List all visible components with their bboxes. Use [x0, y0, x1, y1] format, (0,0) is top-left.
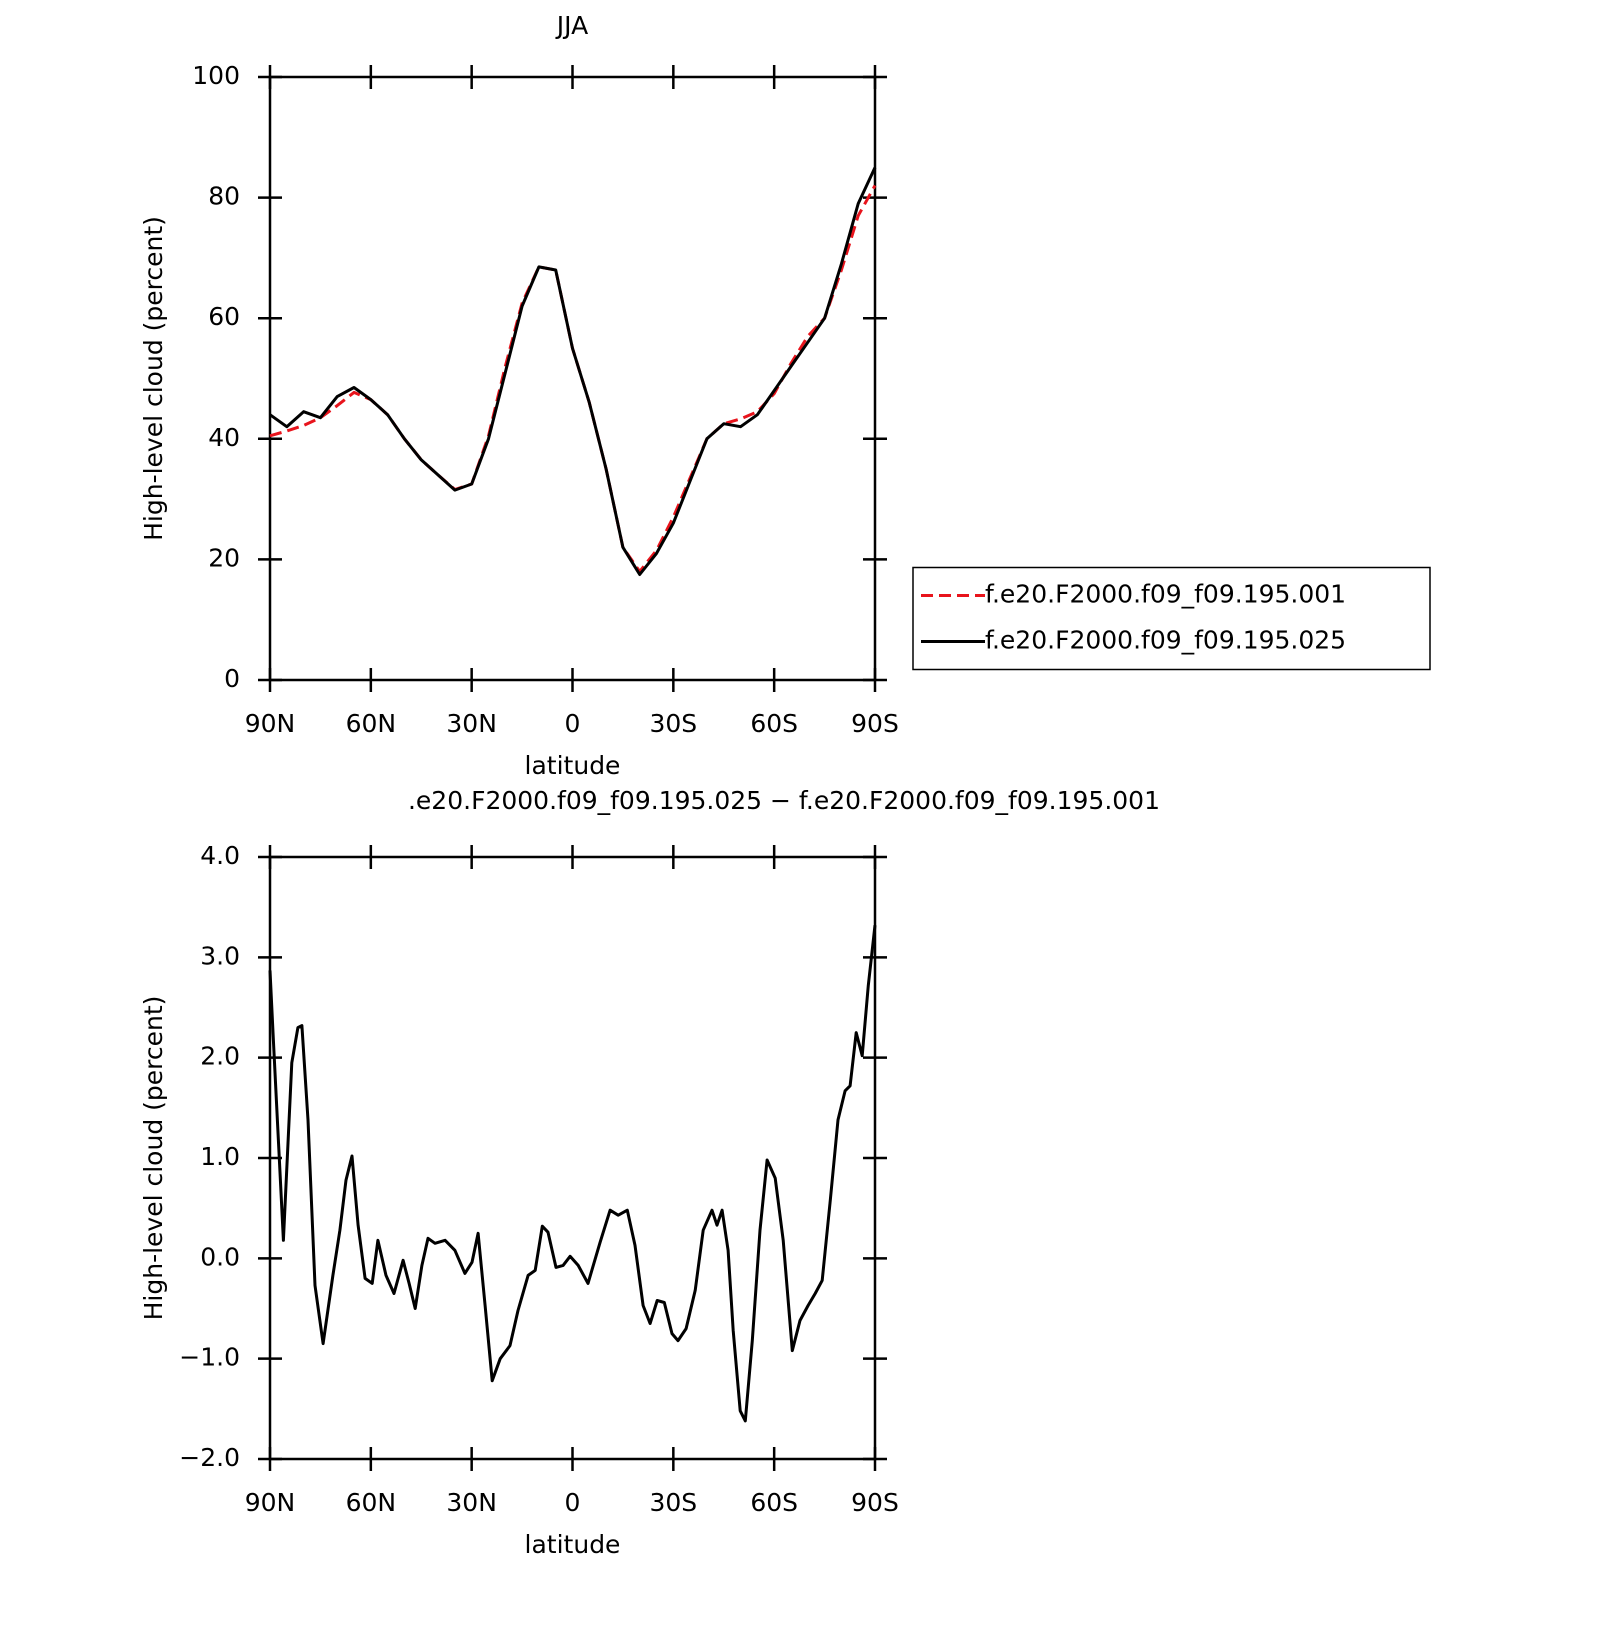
x-tick-label: 60N: [346, 709, 397, 738]
y-tick-label: 0: [224, 664, 240, 693]
x-tick-label: 90N: [245, 1488, 296, 1517]
x-axis-label: latitude: [525, 751, 621, 780]
y-tick-label: 2.0: [200, 1042, 240, 1071]
x-tick-label: 60S: [750, 709, 798, 738]
y-tick-label: −1.0: [179, 1343, 240, 1372]
y-axis-label: High-level cloud (percent): [139, 216, 168, 541]
plot-frame: [268, 855, 877, 1461]
chart-title: .e20.F2000.f09_f09.195.025 − f.e20.F2000…: [408, 786, 1160, 815]
x-tick-label: 0: [565, 709, 581, 738]
x-tick-label: 60S: [750, 1488, 798, 1517]
x-tick-label: 30S: [649, 1488, 697, 1517]
y-tick-label: 60: [208, 302, 240, 331]
data-line: [268, 925, 877, 1423]
y-tick-label: 4.0: [200, 841, 240, 870]
x-tick-label: 60N: [346, 1488, 397, 1517]
x-tick-label: 30N: [446, 709, 497, 738]
y-tick-label: 0.0: [200, 1242, 240, 1271]
legend-label: f.e20.F2000.f09_f09.195.001: [985, 580, 1346, 609]
y-tick-label: 1.0: [200, 1142, 240, 1171]
y-tick-label: 80: [208, 182, 240, 211]
y-tick-label: 3.0: [200, 941, 240, 970]
x-axis-label: latitude: [525, 1530, 621, 1559]
y-tick-label: 20: [208, 543, 240, 572]
data-line: [269, 166, 877, 576]
legend-box: [912, 566, 1431, 671]
x-tick-label: 90N: [245, 709, 296, 738]
legend: f.e20.F2000.f09_f09.195.001 f.e20.F2000.f…: [912, 566, 1431, 671]
y-tick-label: −2.0: [179, 1443, 240, 1472]
y-tick-label: 100: [192, 61, 240, 90]
legend-label: f.e20.F2000.f09_f09.195.025: [985, 626, 1346, 655]
chart-title: JJA: [555, 11, 588, 40]
x-tick-label: 0: [565, 1488, 581, 1517]
x-tick-label: 90S: [851, 1488, 899, 1517]
y-tick-label: 40: [208, 423, 240, 452]
x-tick-label: 30N: [446, 1488, 497, 1517]
x-tick-label: 90S: [851, 709, 899, 738]
y-axis-label: High-level cloud (percent): [139, 996, 168, 1321]
x-tick-label: 30S: [649, 709, 697, 738]
